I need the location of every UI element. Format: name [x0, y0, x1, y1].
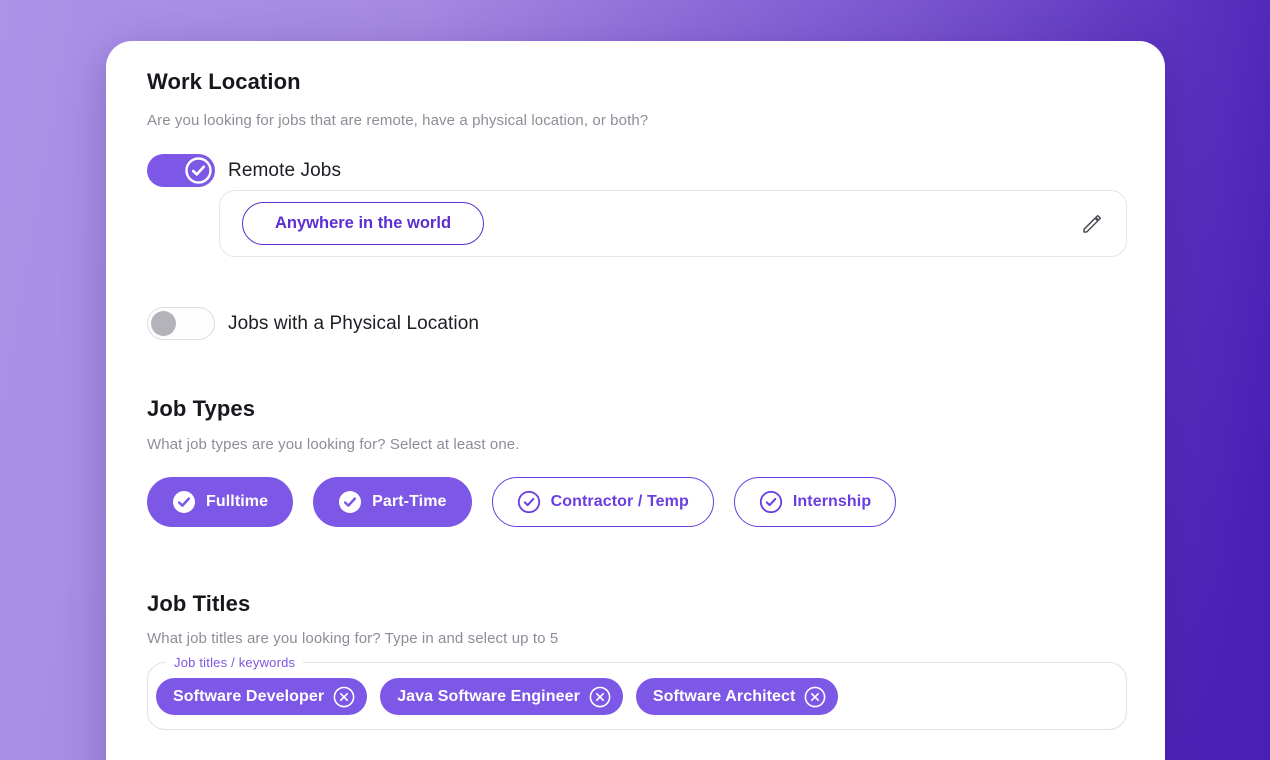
remote-jobs-toggle[interactable]: [147, 154, 215, 187]
job-type-pill[interactable]: Internship: [733, 477, 897, 527]
remote-scope-box: Anywhere in the world: [219, 190, 1127, 257]
toggle-knob: [151, 310, 176, 336]
job-title-label: Software Architect: [652, 687, 796, 705]
job-title-chip[interactable]: Software Developer: [156, 678, 368, 715]
check-circle-icon: [338, 490, 362, 514]
job-titles-title: Job Titles: [147, 591, 251, 616]
pencil-icon: [1080, 214, 1104, 239]
job-type-options: Fulltime Part-Time Contractor / Temp Int…: [147, 477, 1127, 527]
physical-location-label: Jobs with a Physical Location: [228, 312, 480, 334]
job-type-label: Internship: [792, 493, 872, 510]
selected-job-titles: Software Developer Java Software Enginee…: [156, 678, 1112, 715]
close-circle-icon: [333, 686, 355, 708]
remote-jobs-label: Remote Jobs: [228, 159, 342, 181]
remove-chip-button[interactable]: [589, 686, 611, 708]
check-circle-icon: [517, 490, 541, 514]
job-type-pill[interactable]: Fulltime: [147, 477, 294, 527]
job-title-chip[interactable]: Software Architect: [635, 678, 839, 715]
job-type-label: Part-Time: [372, 493, 447, 510]
job-types-subtitle: What job types are you looking for? Sele…: [147, 436, 520, 453]
work-location-title: Work Location: [147, 69, 301, 94]
remote-scope-pill[interactable]: Anywhere in the world: [242, 202, 485, 245]
physical-location-toggle[interactable]: [147, 307, 215, 340]
job-type-label: Fulltime: [206, 493, 269, 510]
check-circle-icon: [172, 490, 196, 514]
job-type-pill[interactable]: Contractor / Temp: [491, 477, 714, 527]
job-titles-field-label: Job titles / keywords: [174, 655, 296, 670]
preferences-card: Work Location Are you looking for jobs t…: [106, 41, 1165, 760]
job-type-label: Contractor / Temp: [550, 493, 689, 510]
job-title-label: Software Developer: [173, 687, 325, 705]
close-circle-icon: [589, 686, 611, 708]
job-title-label: Java Software Engineer: [397, 687, 580, 705]
job-titles-subtitle: What job titles are you looking for? Typ…: [147, 630, 559, 647]
check-circle-icon: [759, 490, 783, 514]
job-title-chip[interactable]: Java Software Engineer: [380, 678, 623, 715]
check-circle-icon: [185, 157, 212, 184]
remove-chip-button[interactable]: [804, 686, 826, 708]
job-titles-field[interactable]: Job titles / keywords Software Developer…: [147, 655, 1127, 730]
job-type-pill[interactable]: Part-Time: [313, 477, 472, 527]
remove-chip-button[interactable]: [333, 686, 355, 708]
job-types-title: Job Types: [147, 396, 256, 421]
close-circle-icon: [804, 686, 826, 708]
work-location-subtitle: Are you looking for jobs that are remote…: [147, 112, 649, 129]
edit-scope-button[interactable]: [1080, 212, 1104, 236]
